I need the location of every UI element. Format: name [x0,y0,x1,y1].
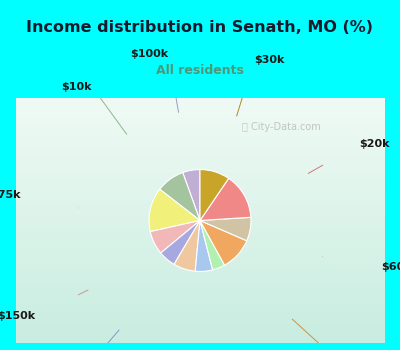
Text: $150k: $150k [0,311,35,321]
Wedge shape [161,220,200,264]
Wedge shape [195,220,213,272]
Wedge shape [200,220,224,270]
Text: $100k: $100k [130,49,168,59]
Wedge shape [200,220,247,265]
Wedge shape [200,178,251,220]
Wedge shape [183,169,200,220]
Text: All residents: All residents [156,64,244,77]
Text: $75k: $75k [0,190,21,200]
Wedge shape [174,220,200,271]
Text: Income distribution in Senath, MO (%): Income distribution in Senath, MO (%) [26,20,374,35]
Text: $10k: $10k [62,82,92,92]
Text: $20k: $20k [360,139,390,149]
Text: $30k: $30k [254,55,284,64]
Wedge shape [160,173,200,220]
Text: ⓘ City-Data.com: ⓘ City-Data.com [242,122,320,132]
Wedge shape [149,189,200,232]
Text: $60k: $60k [381,262,400,272]
Wedge shape [200,169,229,220]
Wedge shape [150,220,200,253]
Wedge shape [200,217,251,241]
